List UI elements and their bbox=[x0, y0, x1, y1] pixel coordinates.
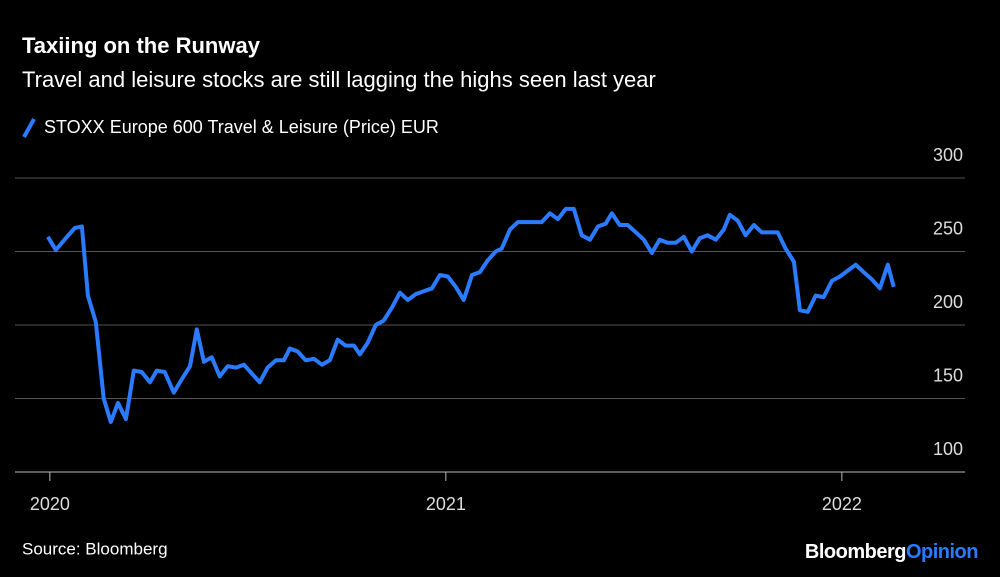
source: Source: Bloomberg bbox=[22, 539, 168, 558]
y-tick-label: 250 bbox=[933, 218, 963, 238]
data-line bbox=[46, 206, 896, 424]
x-tick-label: 2020 bbox=[30, 494, 70, 514]
legend-swatch bbox=[22, 118, 36, 138]
brand-logo: BloombergOpinion bbox=[805, 541, 978, 563]
chart-title: Taxiing on the Runway bbox=[22, 33, 261, 58]
y-tick-label: 300 bbox=[933, 145, 963, 165]
y-tick-label: 100 bbox=[933, 439, 963, 459]
brand-part: Bloomberg bbox=[805, 541, 906, 563]
brand-part: Opinion bbox=[906, 541, 978, 563]
y-tick-label: 150 bbox=[933, 365, 963, 385]
y-tick-label: 200 bbox=[933, 292, 963, 312]
x-tick-label: 2021 bbox=[426, 494, 466, 514]
chart-subtitle: Travel and leisure stocks are still lagg… bbox=[22, 67, 656, 92]
legend-label: STOXX Europe 600 Travel & Leisure (Price… bbox=[44, 117, 439, 137]
x-tick-label: 2022 bbox=[822, 494, 862, 514]
